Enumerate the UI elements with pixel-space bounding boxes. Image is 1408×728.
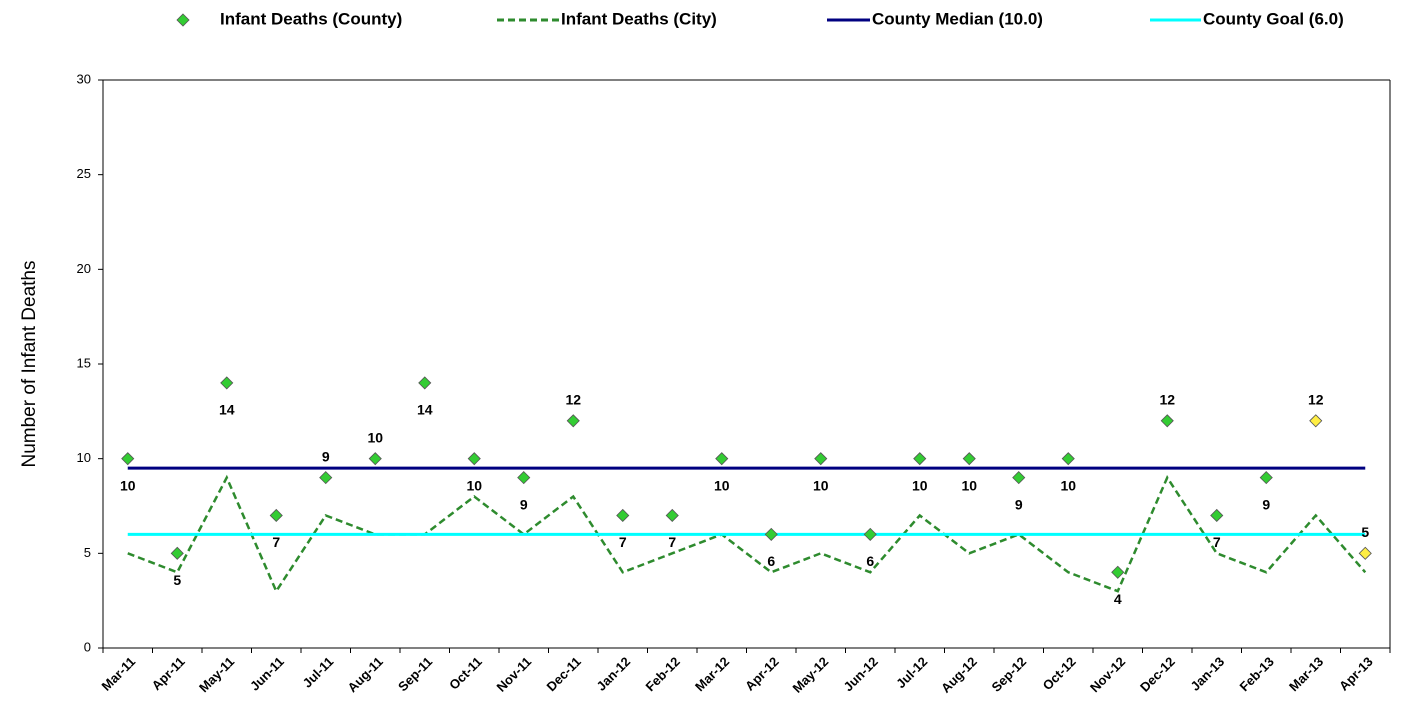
data-label: 7 <box>668 534 676 550</box>
x-tick-label: Apr-13 <box>1336 654 1376 694</box>
data-label: 5 <box>173 572 181 588</box>
data-label: 14 <box>417 402 433 418</box>
legend-label: County Goal (6.0) <box>1203 9 1344 28</box>
marker <box>1259 471 1273 485</box>
y-tick-label: 10 <box>77 450 91 465</box>
x-tick-label: Dec-12 <box>1137 654 1178 695</box>
marker <box>121 452 135 466</box>
marker <box>1210 508 1224 523</box>
marker <box>1061 452 1075 466</box>
marker <box>220 376 234 390</box>
data-label: 9 <box>322 448 330 464</box>
data-label: 6 <box>767 553 775 569</box>
marker <box>962 452 976 466</box>
data-label: 6 <box>866 553 874 569</box>
data-label: 10 <box>120 477 136 493</box>
marker <box>1012 471 1026 485</box>
x-tick-label: Jan-12 <box>594 654 634 694</box>
marker <box>418 376 432 390</box>
y-tick-label: 0 <box>84 639 91 654</box>
x-tick-label: Oct-11 <box>446 654 485 693</box>
x-tick-label: Nov-12 <box>1087 654 1128 695</box>
data-label: 7 <box>619 534 627 550</box>
data-label: 10 <box>912 477 928 493</box>
x-tick-label: Mar-12 <box>692 654 732 694</box>
y-tick-label: 30 <box>77 71 91 86</box>
data-label: 4 <box>1114 591 1122 607</box>
marker <box>715 452 729 466</box>
data-label: 12 <box>565 392 581 408</box>
marker <box>1160 414 1174 428</box>
data-label: 9 <box>520 496 528 512</box>
x-tick-label: Jul-11 <box>300 654 337 691</box>
data-label: 9 <box>1262 496 1270 512</box>
marker <box>170 546 184 560</box>
y-tick-label: 20 <box>77 261 91 276</box>
x-tick-label: Sep-11 <box>395 654 435 694</box>
marker <box>616 508 630 523</box>
data-label: 9 <box>1015 496 1023 512</box>
marker <box>467 452 481 466</box>
data-label: 10 <box>1060 477 1076 493</box>
legend-label: Infant Deaths (City) <box>561 9 717 28</box>
line-series <box>127 474 1367 594</box>
marker <box>1111 565 1125 579</box>
y-tick-label: 25 <box>77 166 91 181</box>
x-tick-label: Dec-11 <box>544 654 584 694</box>
data-label: 7 <box>272 534 280 550</box>
legend-marker <box>176 13 190 27</box>
data-label: 10 <box>813 477 829 493</box>
x-tick-label: Feb-13 <box>1237 654 1277 694</box>
x-tick-label: Apr-12 <box>742 654 782 694</box>
marker <box>863 527 877 541</box>
data-label: 10 <box>714 477 730 493</box>
x-tick-label: Jun-11 <box>247 654 287 694</box>
x-tick-label: Jun-12 <box>841 654 881 694</box>
data-label: 10 <box>367 429 383 445</box>
y-tick-label: 5 <box>84 545 91 560</box>
x-tick-label: Feb-12 <box>643 654 683 694</box>
x-tick-label: Oct-12 <box>1040 654 1079 693</box>
x-tick-label: Aug-11 <box>345 654 386 695</box>
marker <box>814 452 828 466</box>
x-tick-label: Jan-13 <box>1188 654 1228 694</box>
x-tick-label: Mar-13 <box>1286 654 1326 694</box>
x-tick-label: May-11 <box>196 654 237 695</box>
x-tick-label: Mar-11 <box>99 654 139 694</box>
data-label: 14 <box>219 402 235 418</box>
legend-label: County Median (10.0) <box>872 9 1043 28</box>
x-tick-label: Apr-11 <box>149 654 188 693</box>
x-tick-label: Nov-11 <box>494 654 535 695</box>
y-tick-label: 15 <box>77 355 91 370</box>
y-axis-title: Number of Infant Deaths <box>19 261 40 468</box>
marker <box>1358 546 1372 560</box>
marker <box>566 414 580 428</box>
data-label: 5 <box>1361 524 1369 540</box>
marker <box>269 508 283 523</box>
marker <box>913 452 927 466</box>
data-label: 12 <box>1159 392 1175 408</box>
x-tick-label: Aug-12 <box>938 654 980 696</box>
data-label: 7 <box>1213 534 1221 550</box>
plot-area <box>103 80 1390 648</box>
data-label: 12 <box>1308 392 1324 408</box>
x-tick-label: Jul-12 <box>893 654 930 691</box>
marker <box>368 452 382 466</box>
legend-label: Infant Deaths (County) <box>220 9 402 28</box>
x-tick-label: May-12 <box>790 654 832 696</box>
marker <box>319 471 333 485</box>
x-tick-label: Sep-12 <box>989 654 1030 695</box>
marker <box>517 471 531 485</box>
data-label: 10 <box>961 477 977 493</box>
marker <box>764 527 778 541</box>
marker <box>665 508 679 523</box>
marker <box>1309 414 1323 428</box>
data-label: 10 <box>466 477 482 493</box>
